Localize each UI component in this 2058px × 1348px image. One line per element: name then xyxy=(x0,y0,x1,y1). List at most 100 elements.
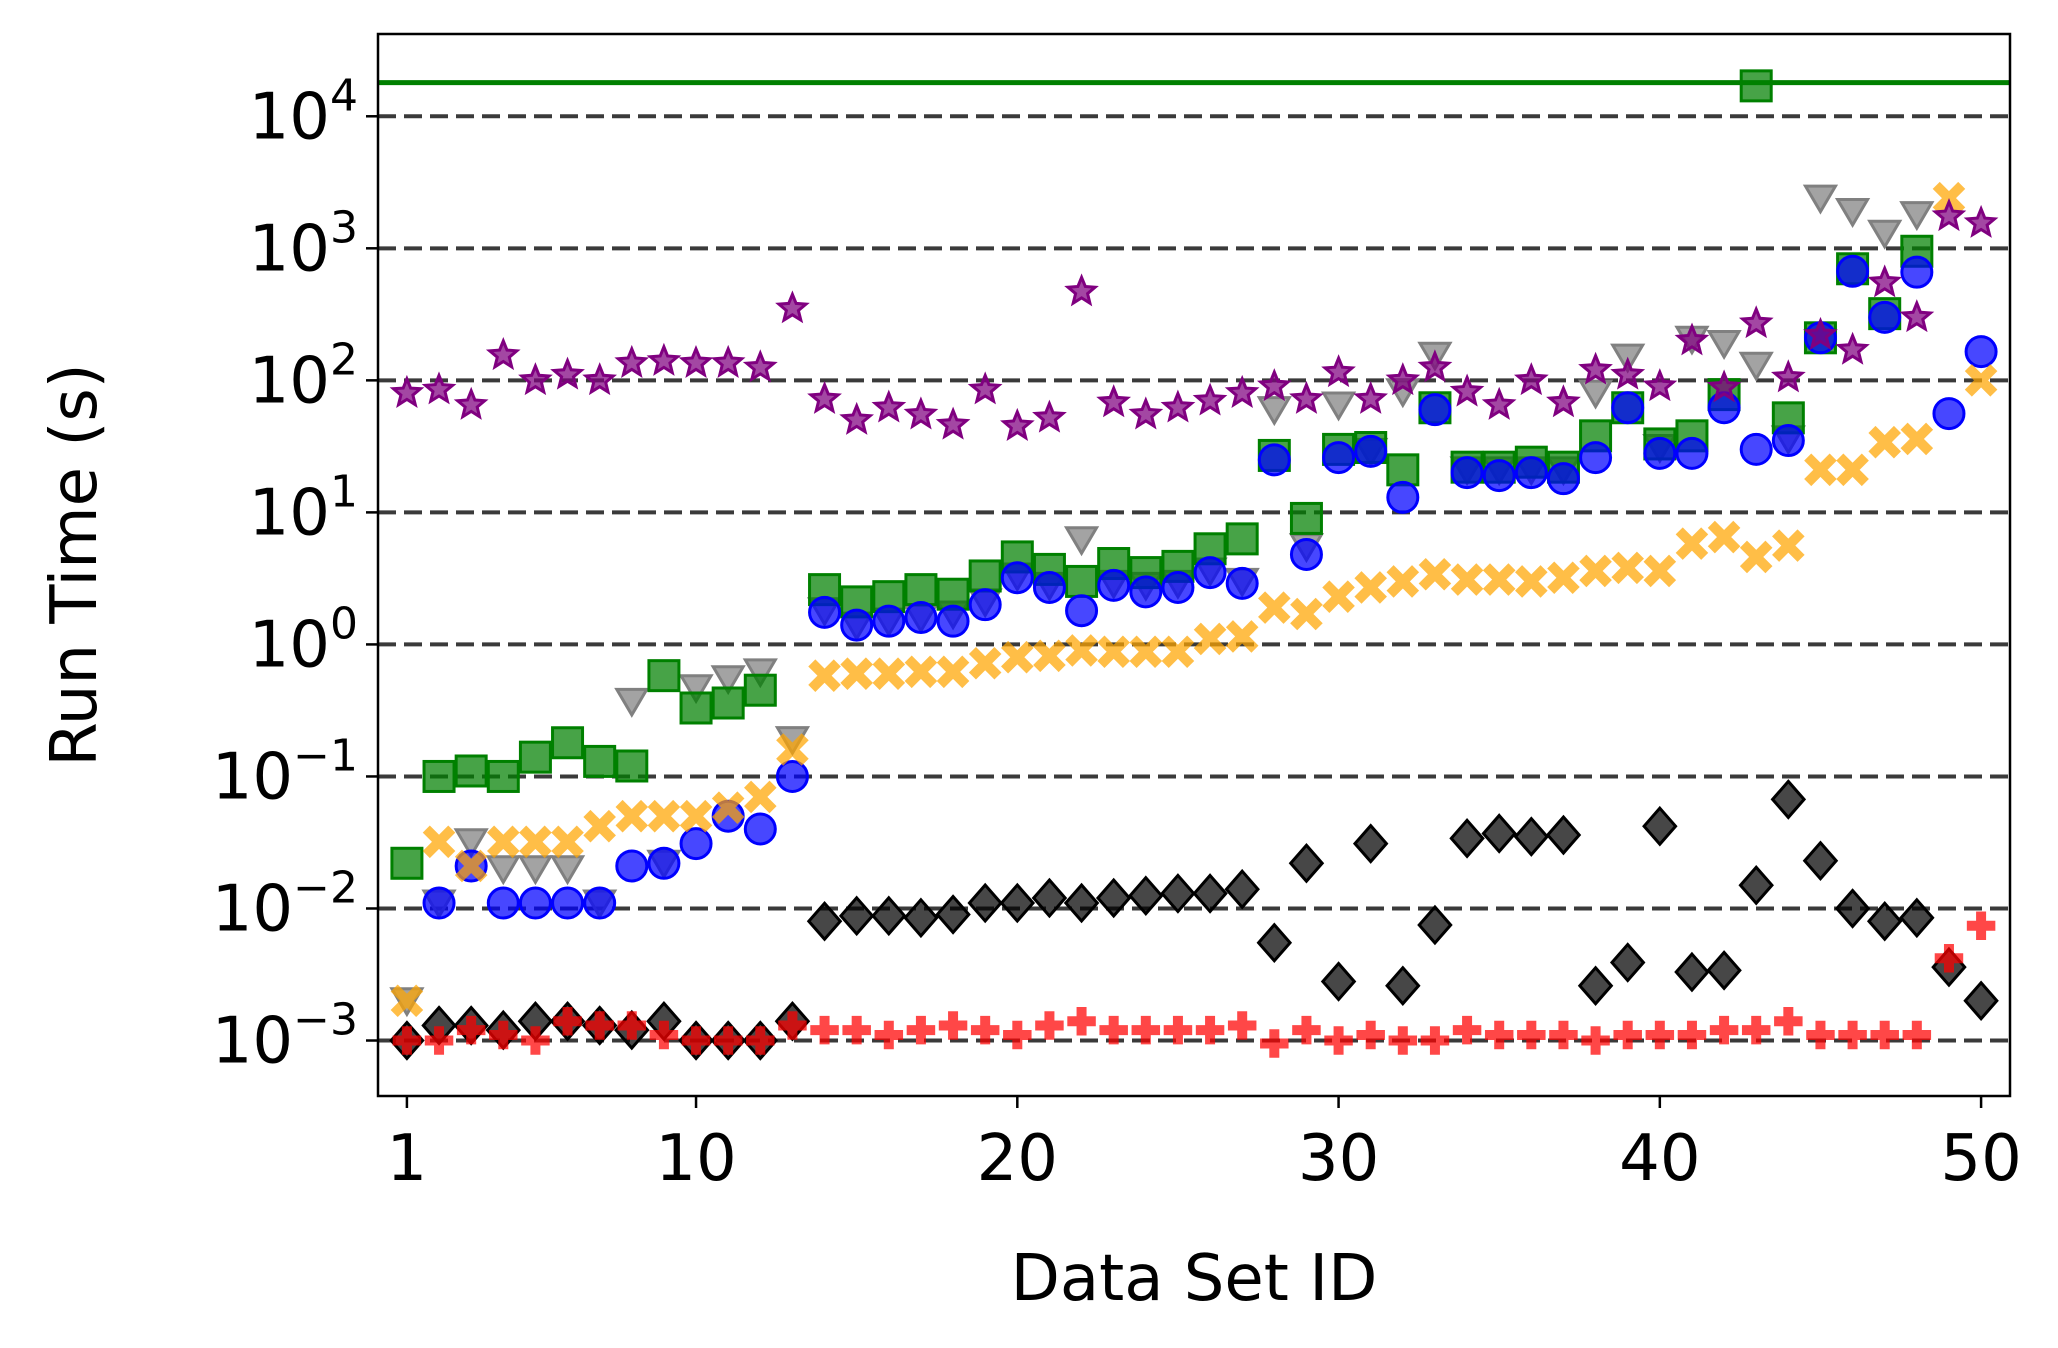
purple-stars-point xyxy=(1738,305,1774,339)
orange-crosses-point xyxy=(1868,425,1901,459)
red-plus-point xyxy=(1003,1020,1032,1050)
red-plus-point xyxy=(1292,1015,1321,1045)
purple-stars-point xyxy=(775,290,810,324)
blue-circles-point xyxy=(1322,441,1356,475)
y-tick-label: 102 xyxy=(249,334,358,418)
purple-stars-point xyxy=(1064,273,1099,307)
red-plus-point xyxy=(1774,1006,1803,1036)
data-series xyxy=(389,69,1999,1061)
blue-circles-point xyxy=(1257,443,1291,477)
x-tick-label: 30 xyxy=(1298,1122,1379,1196)
black-diamonds-point xyxy=(1320,961,1357,1002)
orange-crosses-point xyxy=(1707,520,1741,554)
red-plus-point xyxy=(713,1026,743,1055)
orange-crosses-point xyxy=(1418,557,1452,591)
y-tick-label: 100 xyxy=(249,598,358,682)
red-plus-point xyxy=(1838,1020,1867,1050)
purple-stars-point xyxy=(1835,331,1870,365)
orange-crosses-point xyxy=(1001,640,1034,674)
purple-stars-point xyxy=(871,389,907,423)
orange-crosses-point xyxy=(615,799,649,833)
gray-triangles-point xyxy=(1834,198,1871,228)
series-orange-crosses xyxy=(390,181,1998,1018)
gray-triangles-point xyxy=(1802,184,1839,215)
purple-stars-point xyxy=(1289,380,1324,414)
black-diamonds-point xyxy=(1192,873,1228,914)
purple-stars-point xyxy=(518,362,553,396)
orange-crosses-point xyxy=(1675,527,1709,560)
grid-lines xyxy=(378,114,2010,1043)
red-plus-point xyxy=(1677,1020,1707,1050)
purple-stars-point xyxy=(742,349,778,383)
red-plus-point xyxy=(1227,1011,1257,1040)
black-diamonds-point xyxy=(1449,818,1485,859)
black-diamonds-point xyxy=(1802,840,1839,882)
red-plus-point xyxy=(1966,911,1996,941)
gray-triangles-point xyxy=(1867,219,1903,250)
orange-crosses-point xyxy=(1258,591,1291,624)
red-plus-point xyxy=(874,1020,904,1050)
purple-stars-point xyxy=(1674,322,1710,356)
orange-crosses-point xyxy=(1322,580,1355,613)
y-tick-label: 101 xyxy=(249,466,358,550)
orange-crosses-point xyxy=(1772,529,1805,562)
purple-stars-point xyxy=(389,374,425,408)
blue-circles-point xyxy=(1000,561,1034,595)
red-plus-point xyxy=(906,1015,936,1045)
orange-crosses-point xyxy=(454,849,488,883)
blue-circles-point xyxy=(518,886,552,920)
axis-ticks: 10−3 10−2 10−1 100 101 102 103 104 1 10 20 30 40 50 xyxy=(212,70,2022,1196)
black-diamonds-point xyxy=(1577,965,1614,1007)
purple-stars-point xyxy=(1803,316,1838,350)
purple-stars-point xyxy=(1000,407,1035,441)
purple-stars-point xyxy=(1385,362,1421,396)
x-tick-label: 50 xyxy=(1940,1122,2021,1196)
black-diamonds-point xyxy=(838,895,875,937)
gray-triangles-point xyxy=(1320,391,1357,422)
black-diamonds-point xyxy=(1642,805,1678,847)
series-gray-triangles xyxy=(389,184,1935,1018)
green-squares-point xyxy=(1739,69,1773,103)
series-green-squares xyxy=(390,69,1934,880)
black-diamonds-point xyxy=(1352,823,1389,864)
blue-circles-point xyxy=(1643,436,1677,470)
orange-crosses-point xyxy=(711,791,745,824)
orange-crosses-point xyxy=(744,780,777,814)
blue-circles-point xyxy=(647,846,681,880)
black-diamonds-point xyxy=(1963,980,1999,1022)
red-plus-point xyxy=(842,1015,871,1045)
purple-stars-point xyxy=(1771,359,1806,393)
red-plus-point xyxy=(1934,943,1964,973)
gray-triangles-point xyxy=(1738,351,1774,382)
purple-stars-point xyxy=(1578,351,1613,385)
red-plus-point xyxy=(1131,1015,1161,1045)
orange-crosses-point xyxy=(1482,563,1516,596)
purple-stars-point xyxy=(678,344,714,378)
red-plus-point xyxy=(1709,1015,1739,1045)
red-plus-point xyxy=(585,1011,614,1040)
orange-crosses-point xyxy=(583,809,616,843)
red-plus-point xyxy=(1260,1029,1289,1058)
blue-circles-point xyxy=(1964,335,1998,369)
black-diamonds-point xyxy=(1063,882,1100,924)
blue-circles-point xyxy=(422,886,456,920)
purple-stars-point xyxy=(807,380,842,414)
purple-stars-point xyxy=(614,344,650,378)
y-tick-label: 103 xyxy=(249,202,358,286)
blue-circles-point xyxy=(1611,391,1645,425)
black-diamonds-point xyxy=(1481,813,1517,854)
red-plus-point xyxy=(1388,1026,1418,1055)
red-plus-point xyxy=(392,1026,422,1055)
orange-crosses-point xyxy=(487,825,520,859)
purple-stars-point xyxy=(1321,354,1356,388)
orange-crosses-point xyxy=(1161,635,1195,669)
red-plus-point xyxy=(1613,1020,1642,1050)
blue-circles-point xyxy=(743,812,777,846)
blue-circles-point xyxy=(1418,393,1452,427)
gray-triangles-point xyxy=(614,687,650,718)
blue-circles-point xyxy=(1065,594,1099,628)
green-squares-point xyxy=(743,673,777,707)
orange-crosses-point xyxy=(872,657,906,690)
purple-stars-point xyxy=(839,401,874,435)
purple-stars-point xyxy=(710,344,746,378)
